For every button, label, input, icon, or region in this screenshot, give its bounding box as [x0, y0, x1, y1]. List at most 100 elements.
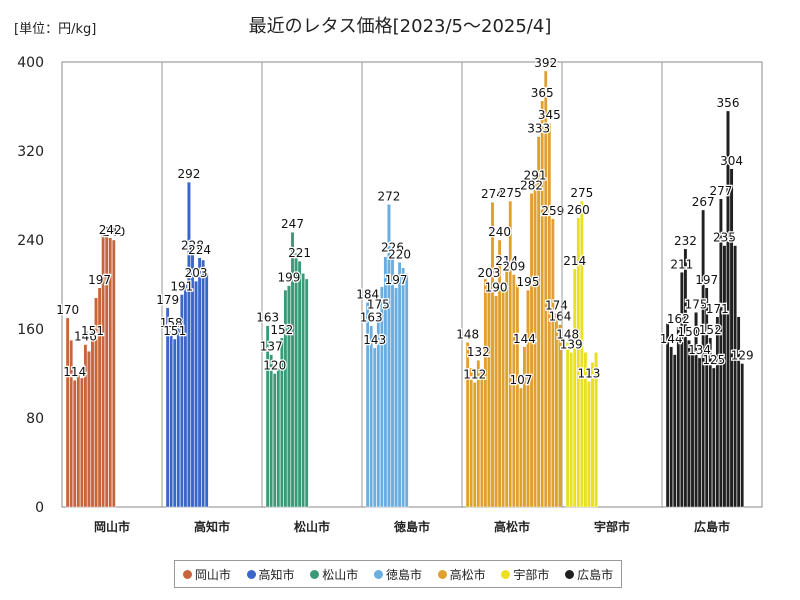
legend-label: 広島市: [577, 567, 614, 582]
bar: [501, 287, 505, 508]
data-label: 220: [388, 247, 411, 261]
legend-item: 岡山市: [182, 566, 231, 583]
bar: [697, 357, 702, 508]
bar: [304, 278, 309, 508]
data-label: 224: [188, 243, 211, 257]
bar: [104, 233, 109, 508]
bar: [383, 256, 388, 508]
bar: [172, 338, 177, 508]
bar: [169, 331, 174, 508]
x-category-label: 宇部市: [594, 519, 630, 534]
bar: [490, 201, 495, 508]
data-label: 191: [170, 280, 193, 294]
bar: [736, 316, 741, 508]
bar: [583, 352, 588, 508]
bar: [558, 324, 562, 508]
legend-marker: [182, 569, 192, 579]
data-label: 120: [263, 359, 286, 373]
bar: [165, 307, 170, 508]
bar: [197, 257, 202, 508]
bar: [540, 100, 545, 508]
bar: [369, 325, 374, 508]
bar: [704, 287, 709, 508]
bar: [722, 245, 727, 508]
data-label: 163: [256, 311, 279, 325]
data-label: 209: [502, 259, 525, 273]
data-label: 203: [185, 266, 208, 280]
bar: [533, 183, 537, 508]
bar: [280, 337, 284, 508]
data-label: 214: [495, 254, 518, 268]
data-label: 144: [660, 332, 683, 346]
data-label: 113: [577, 366, 600, 380]
data-label: 171: [706, 302, 729, 316]
bar: [194, 280, 198, 508]
data-label: 292: [177, 167, 200, 181]
data-label: 199: [277, 271, 300, 285]
x-category-label: 高松市: [494, 519, 530, 534]
x-category-label: 広島市: [694, 519, 730, 534]
bar: [72, 379, 77, 508]
x-category-label: 徳島市: [393, 519, 430, 534]
data-label: 114: [63, 365, 86, 379]
data-label: 163: [360, 311, 383, 325]
data-label: 139: [560, 337, 583, 351]
data-label: 274: [481, 187, 504, 201]
data-label: 144: [513, 332, 536, 346]
data-label: 235: [713, 231, 736, 245]
bar: [187, 181, 191, 508]
data-label: 171: [706, 302, 729, 316]
data-label: 259: [541, 204, 564, 218]
bar: [290, 232, 295, 508]
bar: [476, 359, 481, 508]
data-label: 197: [88, 273, 111, 287]
data-label: 148: [456, 327, 479, 341]
bar: [587, 381, 591, 508]
data-label: 148: [556, 327, 579, 341]
bar-chart: 080160240320400170114146151197240242岡山市1…: [17, 55, 763, 534]
data-label: 152: [270, 323, 293, 337]
bar: [511, 274, 516, 508]
legend-label: 高知市: [258, 567, 295, 582]
bar: [676, 326, 681, 508]
bar: [372, 347, 377, 508]
bar: [376, 312, 381, 508]
bar: [726, 110, 730, 508]
bar: [365, 302, 370, 508]
y-tick-label: 0: [35, 500, 44, 516]
bar: [480, 371, 484, 508]
unit-label: [単位：円/kg]: [14, 22, 97, 37]
chart-title: 最近のレタス価格[2023/5～2025/4]: [248, 16, 552, 37]
data-label: 125: [702, 353, 725, 367]
bar: [701, 209, 705, 508]
legend-item: 広島市: [565, 566, 613, 583]
legend-label: 宇部市: [513, 567, 550, 582]
data-label: 151: [81, 324, 104, 338]
data-label: 211: [670, 257, 693, 271]
data-label: 365: [531, 86, 554, 100]
data-label: 214: [563, 254, 586, 268]
data-label: 112: [463, 367, 486, 381]
bar: [176, 323, 181, 508]
legend-item: 高知市: [246, 566, 295, 583]
data-label: 170: [56, 303, 79, 317]
bar: [283, 289, 288, 508]
legend-marker: [437, 569, 447, 579]
data-label: 150: [677, 325, 700, 339]
bar: [301, 273, 305, 508]
data-label: 203: [477, 266, 500, 280]
x-category-label: 岡山市: [94, 519, 130, 534]
bar: [79, 377, 84, 508]
data-label: 152: [699, 323, 722, 337]
bar: [729, 168, 734, 508]
bar: [397, 262, 402, 508]
data-label: 151: [163, 324, 186, 338]
bar: [526, 289, 530, 508]
data-label: 232: [674, 234, 697, 248]
data-label: 267: [692, 195, 715, 209]
data-label: 226: [381, 241, 404, 255]
bar: [179, 294, 184, 508]
bar: [465, 342, 470, 508]
data-label: 134: [688, 343, 711, 357]
bar: [590, 362, 595, 508]
